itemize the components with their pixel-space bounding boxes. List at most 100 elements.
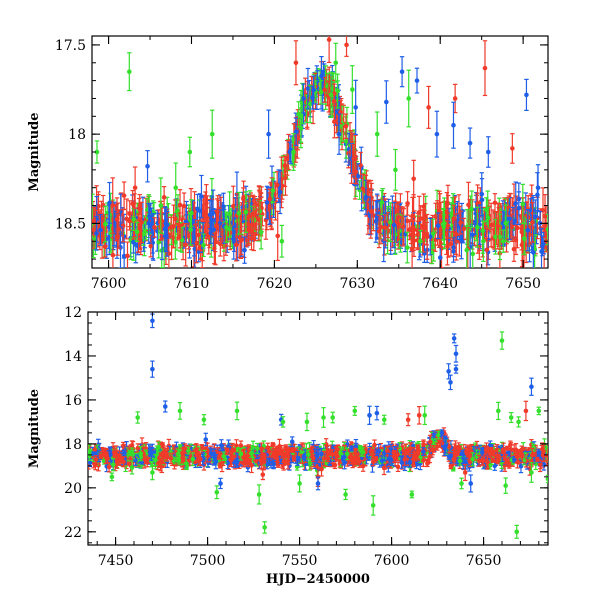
data-point [400,224,406,229]
data-point [445,200,451,206]
outlier-point [298,114,304,119]
outlier-point [442,221,447,226]
data-point [274,182,280,188]
data-point [231,203,236,209]
data-point [207,212,213,218]
data-point [376,229,382,234]
outlier-point [127,69,132,74]
data-point [270,188,276,193]
data-point [507,216,512,221]
data-point [201,242,206,248]
data-point [379,200,385,205]
data-point [448,241,454,247]
y-tick-label: 17.5 [55,38,86,54]
data-point [181,203,187,209]
data-point [466,202,471,208]
data-point [388,219,393,225]
data-point [396,222,402,227]
data-point [530,220,535,225]
data-point [495,223,501,229]
data-point [360,186,366,191]
data-point [107,200,112,206]
data-point [520,201,526,207]
data-point [513,237,519,243]
data-point [311,87,316,93]
data-point [214,209,220,214]
data-point [475,224,480,230]
outlier-point [414,78,420,83]
data-point [374,217,380,222]
outlier-point [336,131,342,137]
data-point [405,201,410,206]
data-point [484,207,489,213]
data-point [437,208,442,214]
outlier-point [467,140,473,146]
data-point [319,73,324,79]
data-point [351,156,357,162]
data-point [152,225,157,230]
data-point [256,217,262,223]
outlier-point [350,87,355,92]
data-point [114,217,120,222]
data-point [449,211,454,217]
data-point [214,223,219,229]
data-point [102,244,108,250]
data-point [328,92,334,98]
data-point [490,222,496,228]
data-point [194,241,199,246]
data-point [473,219,478,225]
data-point [469,206,475,212]
data-point [485,215,491,221]
data-point [480,228,486,234]
outlier-point [333,60,339,66]
outlier-point [353,105,358,110]
data-point [355,174,361,179]
data-point [378,224,384,230]
outlier-point [110,203,116,208]
data-point [331,98,337,104]
outlier-point [411,176,416,182]
data-point [363,194,369,200]
data-point [307,101,313,107]
outlier-point [173,185,179,190]
outlier-point [451,122,456,128]
data-point [121,253,127,259]
data-point [422,225,427,230]
data-point [437,255,443,260]
data-point [453,231,459,237]
data-point [236,210,242,216]
data-point [369,209,374,214]
data-point [141,231,146,237]
data-point [492,200,498,206]
data-point [540,243,545,249]
outlier-point [486,149,491,155]
data-point [264,200,270,205]
data-point [257,209,263,214]
data-point [528,207,533,213]
outlier-point [251,212,256,217]
x-tick-label: 7630 [339,276,375,292]
outlier-point [426,105,431,110]
x-tick-label: 7600 [91,276,127,292]
data-point [98,227,103,233]
data-point [493,234,498,240]
data-point [106,224,112,230]
data-point [503,220,509,226]
outlier-point [258,230,264,235]
data-point [188,227,193,233]
data-point [189,210,194,216]
data-point [382,225,388,230]
data-point [459,237,464,243]
data-point [277,189,283,195]
data-point [525,227,531,233]
outlier-point [301,96,306,101]
data-point [516,205,522,211]
data-point [445,223,451,228]
outlier-point [291,149,296,155]
data-point [451,245,457,250]
data-point [332,119,337,124]
x-tick-label: 7640 [422,276,458,292]
data-point [164,233,169,238]
